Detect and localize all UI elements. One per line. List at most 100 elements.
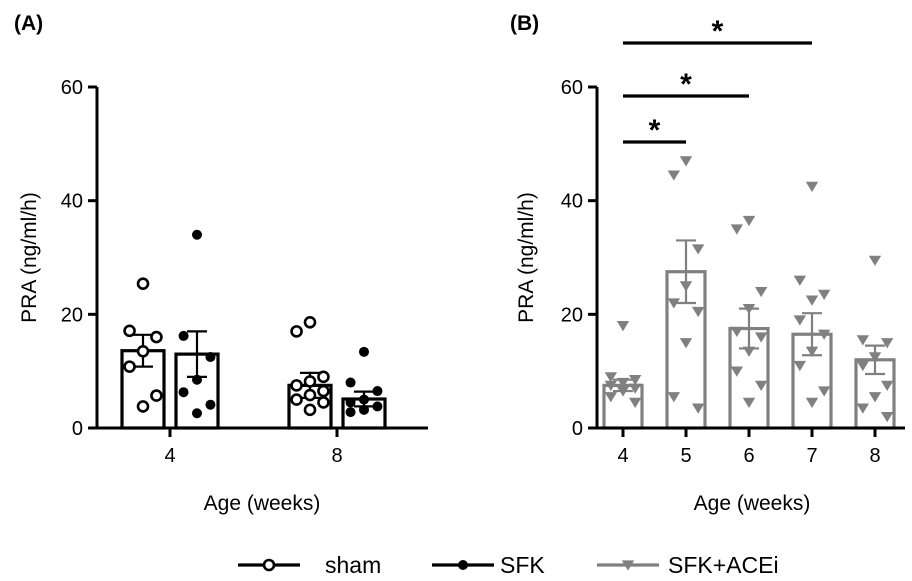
data-point (817, 289, 831, 301)
data-point (303, 315, 317, 329)
y-tick-label: 20 (561, 304, 583, 326)
x-tick-label: 8 (331, 445, 342, 467)
data-point (205, 351, 216, 362)
data-point (793, 275, 807, 286)
data-point (345, 407, 356, 418)
data-point (123, 360, 136, 373)
data-point (880, 411, 894, 423)
x-axis-label: Age (weeks) (204, 492, 321, 515)
x-tick-label: 4 (164, 445, 175, 467)
data-point (604, 392, 618, 403)
data-point (317, 370, 330, 384)
data-point (317, 384, 330, 398)
data-point (303, 403, 317, 417)
data-point (805, 346, 819, 357)
x-tick-label: 5 (680, 445, 691, 467)
y-tick-label: 40 (561, 191, 583, 213)
y-axis-label: PRA (ng/ml/h) (515, 192, 538, 323)
data-point (691, 403, 705, 414)
data-point (628, 375, 642, 386)
y-tick-label: 0 (572, 418, 583, 440)
data-point (805, 295, 819, 306)
data-point (754, 286, 768, 298)
data-point (793, 315, 807, 326)
legend-label: sham (325, 552, 381, 578)
y-tick-label: 60 (61, 77, 83, 99)
data-point (616, 321, 630, 332)
data-point (667, 392, 681, 403)
data-point (679, 338, 693, 349)
y-tick-label: 20 (61, 304, 83, 326)
data-point (868, 352, 882, 363)
data-point (192, 374, 202, 385)
y-tick-label: 60 (561, 77, 583, 99)
panel-label: (A) (14, 12, 43, 35)
data-point (817, 329, 831, 340)
x-tick-label: 8 (869, 445, 880, 467)
data-point (868, 255, 882, 266)
data-point (205, 399, 216, 410)
data-point (372, 386, 383, 397)
data-point (178, 330, 189, 341)
legend-marker (458, 560, 468, 570)
data-point (856, 403, 870, 414)
data-point (868, 392, 882, 403)
data-point (880, 338, 894, 349)
significance-star: * (649, 114, 661, 147)
legend-marker (621, 560, 635, 571)
data-point (616, 377, 630, 389)
data-point (303, 388, 317, 402)
data-point (192, 229, 202, 240)
data-point (345, 377, 356, 388)
data-point (628, 383, 642, 394)
data-point (290, 379, 303, 392)
data-point (679, 281, 693, 292)
legend: sham SFK SFK+ACEi (238, 552, 779, 578)
panel-a: (A) 0 20 40 60 4 8 Age (weeks) PRA (ng/ml/h) (14, 12, 428, 515)
data-point (730, 366, 744, 377)
data-point (150, 389, 163, 402)
data-point (856, 335, 870, 346)
x-tick-label: 4 (617, 445, 628, 467)
data-point (679, 156, 693, 167)
data-point (742, 346, 756, 357)
significance-star: * (712, 15, 724, 48)
x-axis-label: Age (weeks) (694, 492, 811, 515)
data-point (604, 380, 618, 391)
data-point (136, 344, 150, 358)
y-axis-label: PRA (ng/ml/h) (18, 192, 41, 323)
panel-b: (B) 0 20 40 60 4 5 6 7 8 Age (weeks) PRA (ng/ml/h) *… (510, 12, 905, 515)
data-point (667, 170, 681, 181)
data-point (754, 380, 768, 391)
data-point (616, 386, 630, 397)
data-point (359, 404, 369, 415)
data-point (817, 386, 831, 397)
panel-label: (B) (510, 12, 539, 35)
y-tick-label: 40 (61, 191, 83, 213)
data-point (730, 224, 744, 235)
data-point (667, 298, 681, 309)
data-point (793, 360, 807, 372)
data-point (754, 332, 768, 343)
legend-marker (262, 558, 276, 572)
data-point (856, 360, 870, 372)
data-point (691, 306, 705, 318)
data-point (136, 277, 150, 290)
data-point (742, 397, 756, 409)
data-point (345, 397, 356, 408)
data-point (880, 380, 894, 391)
data-point (290, 325, 303, 338)
data-point (359, 394, 369, 405)
data-point (628, 397, 642, 409)
data-point (317, 396, 330, 409)
data-point (372, 401, 383, 412)
data-point (742, 304, 756, 315)
data-point (303, 375, 317, 388)
x-tick-label: 6 (743, 445, 754, 467)
data-point (192, 408, 202, 419)
legend-label: SFK+ACEi (668, 552, 779, 578)
y-tick-label: 0 (72, 418, 83, 440)
data-point (604, 372, 618, 383)
data-point (150, 330, 163, 344)
